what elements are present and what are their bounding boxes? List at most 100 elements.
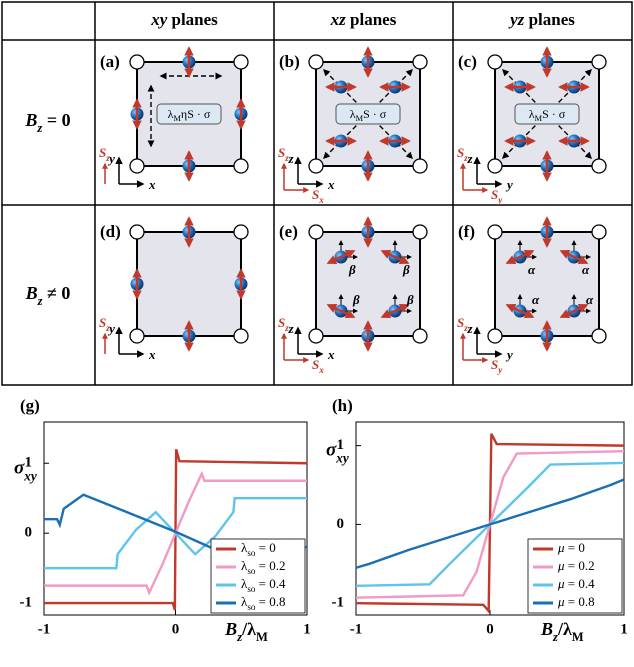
angle-label: α	[586, 292, 594, 307]
spin-axis-label: Sz	[457, 145, 468, 163]
lattice-square	[136, 231, 242, 337]
spin-axis-label: Sx	[312, 187, 324, 205]
axis-label: x	[148, 347, 156, 362]
corner-site	[412, 328, 428, 344]
axis-label: y	[505, 177, 513, 192]
x-tick-label: 0	[486, 621, 494, 637]
row-header: Bz ≠ 0	[25, 283, 71, 308]
x-tick-label: -1	[38, 621, 51, 637]
legend-entry: μ = 0.2	[557, 558, 595, 573]
corner-site	[487, 54, 503, 70]
angle-label: α	[582, 262, 590, 277]
axis-label: y	[505, 347, 513, 362]
corner-site	[591, 54, 607, 70]
panel-label: (h)	[332, 396, 353, 415]
term-box	[514, 103, 580, 125]
spin-arrow	[559, 303, 589, 319]
legend-entry: λso = 0.2	[241, 558, 286, 576]
lattice-square	[315, 231, 421, 337]
legend-entry: μ = 0.8	[557, 594, 595, 609]
corner-site	[591, 224, 607, 240]
legend-entry: μ = 0	[557, 540, 585, 555]
data-line	[44, 448, 308, 611]
corner-site	[487, 224, 503, 240]
y-axis-label: σxy	[14, 458, 37, 483]
corner-site	[487, 328, 503, 344]
spin-arrow	[559, 249, 589, 265]
table-border	[1, 1, 633, 386]
angle-label: α	[532, 292, 540, 307]
y-tick-label: 0	[25, 525, 33, 541]
corner-site	[487, 158, 503, 174]
term-label: λMS · σ	[350, 107, 387, 124]
axis-label: x	[327, 347, 335, 362]
angle-label: β	[402, 262, 410, 277]
spin-arrow	[326, 249, 356, 265]
corner-site	[412, 224, 428, 240]
corner-site	[233, 224, 249, 240]
axis-label: y	[107, 151, 115, 166]
x-axis-label: Bz/λM	[540, 619, 584, 644]
panel-label: (f)	[458, 222, 475, 241]
data-line	[355, 478, 625, 569]
spin-arrow	[380, 249, 410, 265]
x-tick-label: 1	[303, 621, 311, 637]
spin-axis-label: Sy	[491, 187, 503, 205]
legend-entry: λso = 0	[241, 540, 276, 558]
term-box	[156, 103, 222, 125]
column-header: xy planes	[150, 10, 218, 29]
spin-arrow	[505, 249, 535, 265]
legend-entry: λso = 0.4	[241, 576, 286, 594]
corner-site	[129, 158, 145, 174]
x-tick-label: 0	[172, 621, 180, 637]
corner-site	[308, 224, 324, 240]
corner-site	[308, 328, 324, 344]
spin-arrow	[326, 303, 356, 319]
spin-axis-label: Sx	[312, 357, 324, 375]
corner-site	[412, 158, 428, 174]
axis-label: z	[466, 151, 473, 166]
x-axis-label: Bz/λM	[224, 619, 268, 644]
x-tick-label: 1	[620, 621, 628, 637]
term-box	[335, 103, 401, 125]
spin-axis-label: Sy	[491, 357, 503, 375]
corner-site	[308, 158, 324, 174]
spin-axis-label: Sz	[99, 315, 110, 333]
legend-entry: μ = 0.4	[557, 576, 595, 591]
y-tick-label: -1	[20, 595, 33, 611]
spin-arrow	[380, 303, 410, 319]
legend-box	[210, 538, 306, 614]
lattice-square	[494, 231, 600, 337]
corner-site	[129, 54, 145, 70]
spin-axis-label: Sz	[278, 145, 289, 163]
corner-site	[129, 328, 145, 344]
legend-box	[527, 538, 623, 614]
axis-label: y	[107, 321, 115, 336]
angle-label: β	[348, 262, 356, 277]
panel-label: (g)	[20, 396, 40, 415]
panel-label: (c)	[458, 52, 477, 71]
spin-axis-label: Sz	[457, 315, 468, 333]
axis-label: x	[148, 177, 156, 192]
y-axis-label: σxy	[326, 440, 349, 465]
axis-label: z	[287, 151, 294, 166]
panel-label: (b)	[279, 52, 300, 71]
column-header: xz planes	[330, 10, 397, 29]
y-tick-label: 1	[337, 437, 345, 453]
corner-site	[129, 224, 145, 240]
corner-site	[591, 158, 607, 174]
corner-site	[591, 328, 607, 344]
y-tick-label: -1	[332, 595, 345, 611]
axis-label: x	[327, 177, 335, 192]
column-header: yz planes	[508, 10, 575, 29]
term-label: λMS · σ	[529, 107, 566, 124]
row-header: Bz = 0	[24, 110, 70, 135]
panel-label: (a)	[100, 52, 120, 71]
spin-axis-label: Sz	[278, 315, 289, 333]
corner-site	[308, 54, 324, 70]
corner-site	[233, 158, 249, 174]
legend-entry: λso = 0.8	[241, 594, 286, 612]
spin-axis-label: Sz	[99, 145, 110, 163]
corner-site	[233, 328, 249, 344]
